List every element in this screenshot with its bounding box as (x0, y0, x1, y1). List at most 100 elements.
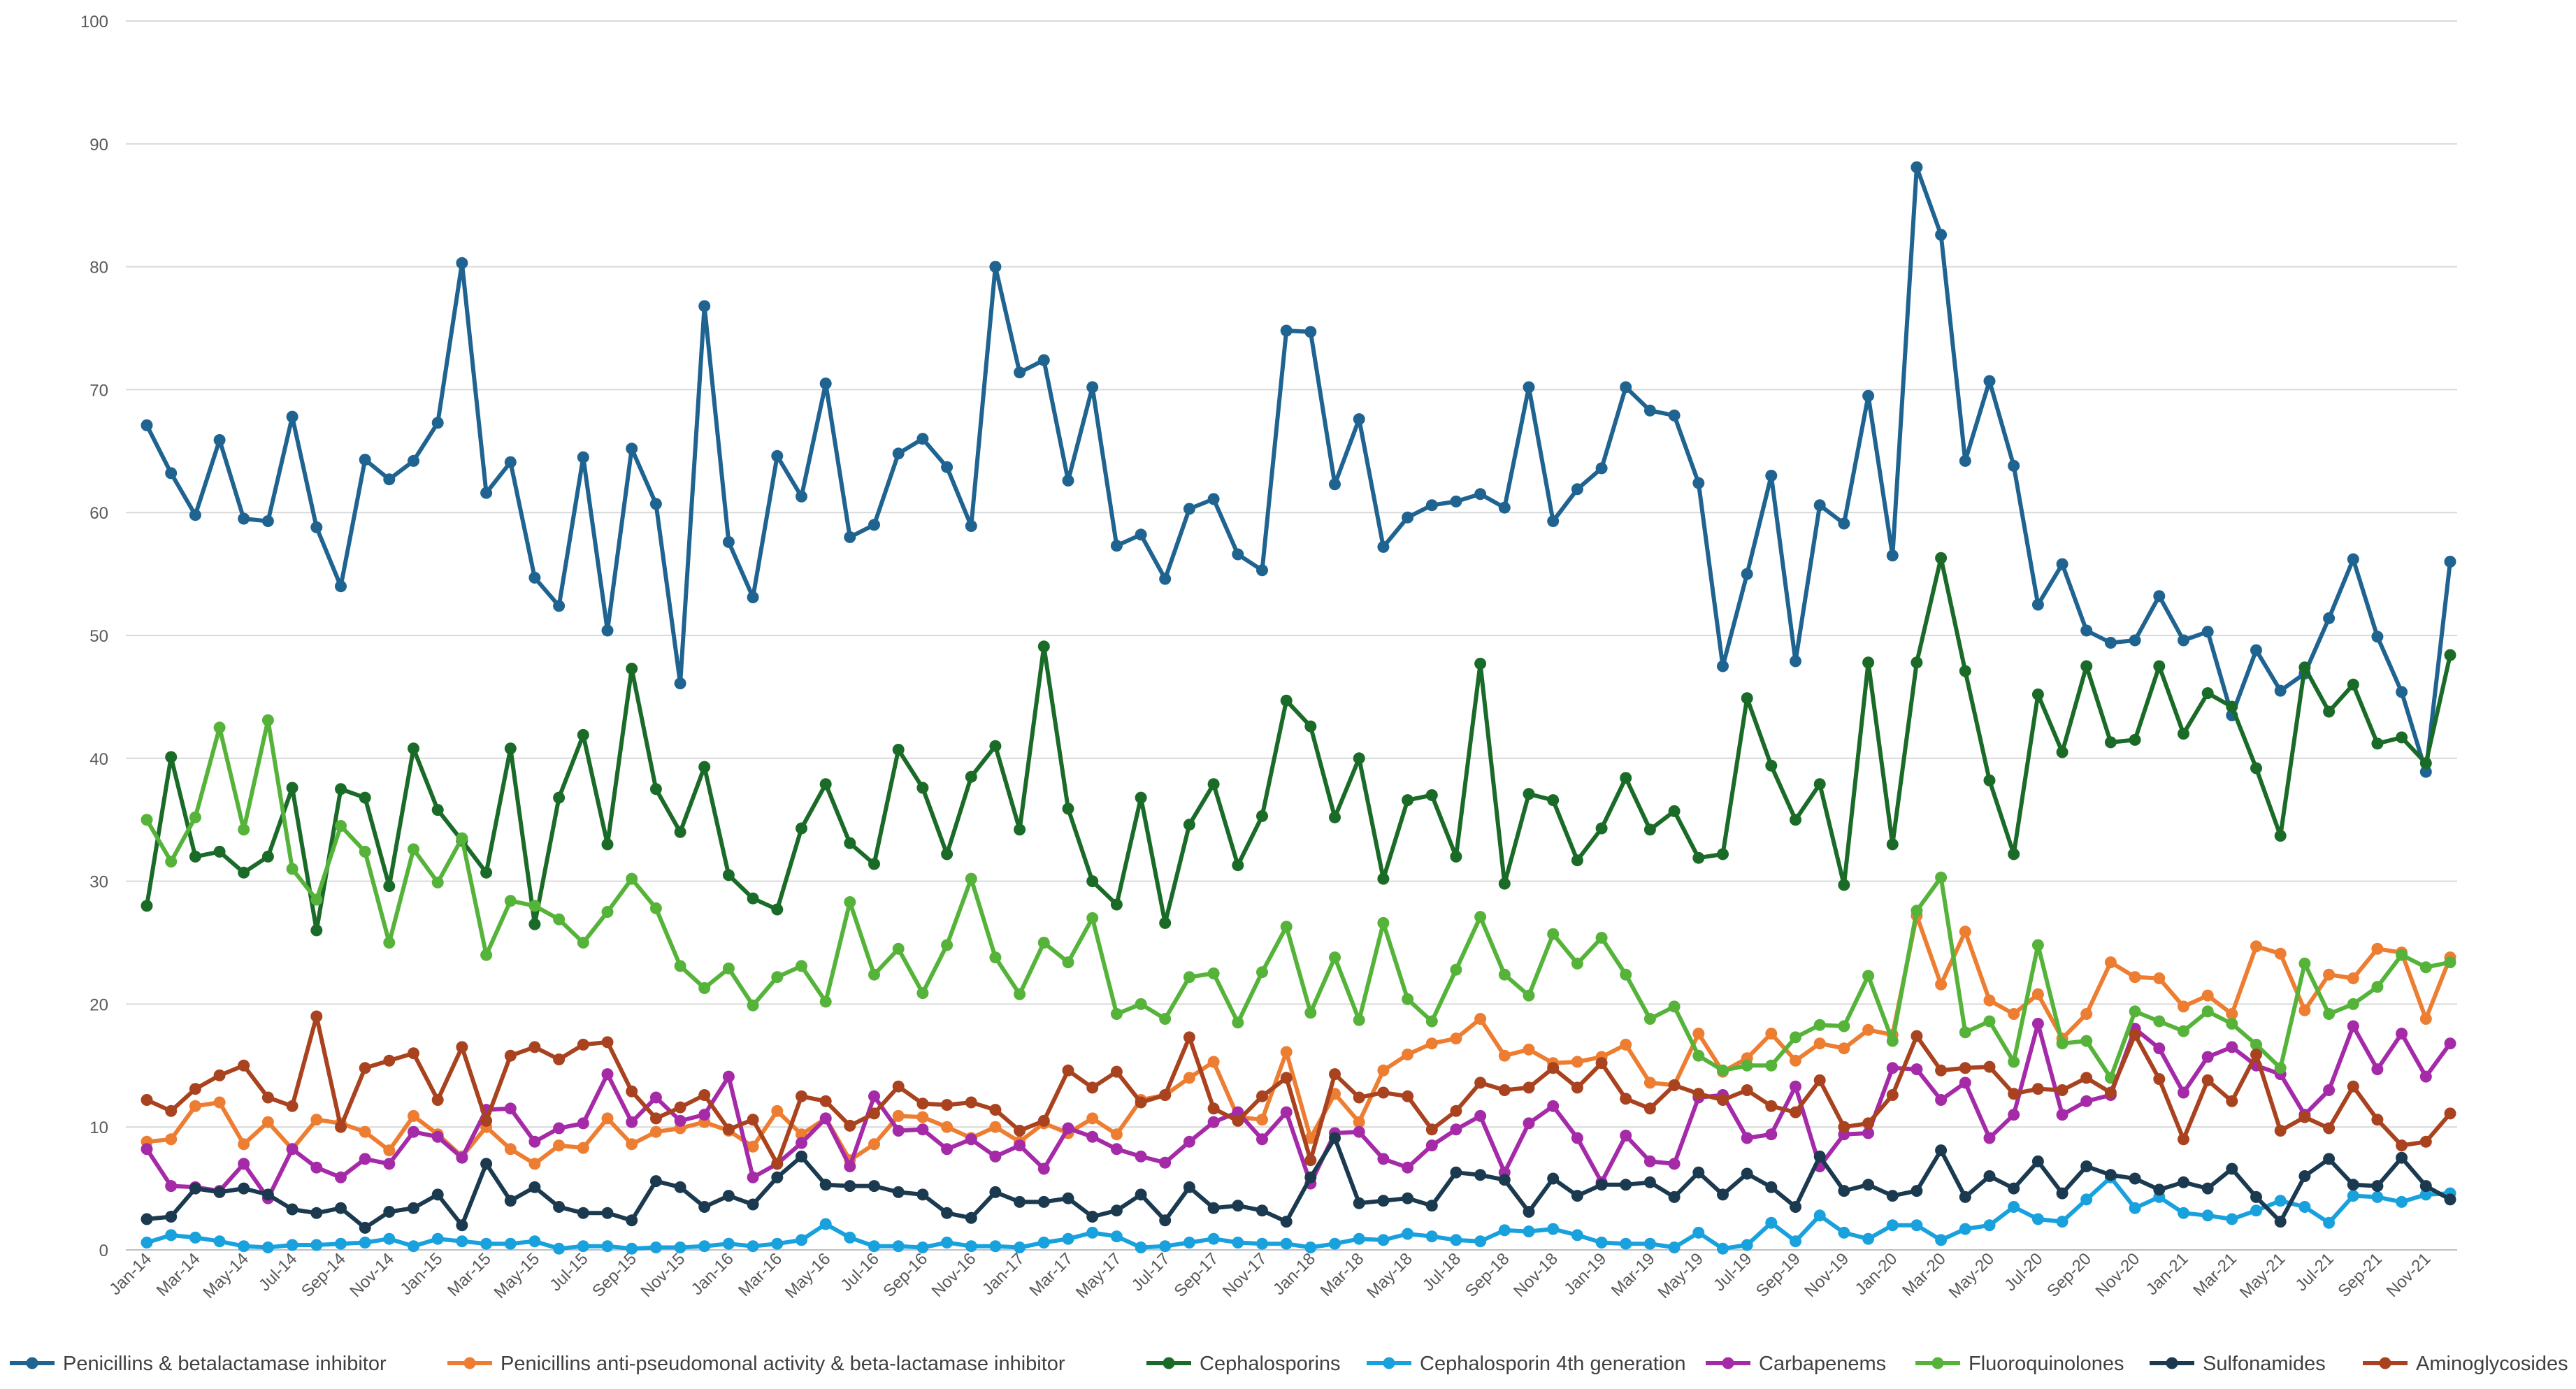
data-point (335, 1237, 347, 1250)
data-point (916, 1111, 929, 1123)
legend-item-7: Aminoglycosides (2363, 1353, 2568, 1375)
data-point (2419, 1135, 2432, 1148)
data-point (504, 1195, 517, 1207)
data-point (1547, 928, 1560, 940)
data-point (1862, 1117, 1875, 1130)
data-point (2008, 1109, 2020, 1121)
data-point (1498, 1049, 1511, 1062)
data-point (1838, 1226, 1850, 1239)
data-point (1110, 1008, 1123, 1020)
legend-item-6: Sulfonamides (2150, 1353, 2326, 1375)
data-point (2444, 1193, 2456, 1206)
data-point (1498, 501, 1511, 514)
data-point (238, 1158, 250, 1170)
data-point (1571, 1056, 1583, 1068)
data-point (480, 487, 493, 499)
data-point (1086, 1112, 1099, 1125)
data-point (1862, 1127, 1875, 1139)
data-point (1425, 1230, 1438, 1243)
data-point (819, 995, 832, 1008)
data-point (2250, 1038, 2262, 1051)
data-point (1474, 1013, 1487, 1025)
legend-label: Penicillins & betalactamase inhibitor (63, 1353, 387, 1375)
data-point (1959, 1190, 1971, 1203)
data-point (868, 968, 880, 981)
data-point (989, 1121, 1002, 1133)
data-point (1304, 1154, 1317, 1167)
data-point (1014, 1195, 1026, 1208)
data-point (310, 924, 323, 937)
data-point (1183, 1072, 1195, 1084)
data-point (2056, 1109, 2068, 1121)
data-point (868, 1090, 880, 1102)
data-point (383, 1158, 396, 1170)
data-point (1620, 1038, 1632, 1051)
data-point (698, 1240, 711, 1253)
data-point (2419, 757, 2432, 770)
data-point (359, 845, 371, 858)
data-point (1790, 655, 1801, 668)
data-point (2226, 1095, 2238, 1107)
data-point (2056, 558, 2068, 570)
data-point (2129, 634, 2141, 647)
data-point (1450, 963, 1462, 976)
data-point (1329, 1132, 1341, 1144)
data-point (649, 1242, 662, 1253)
data-point (2201, 626, 2214, 638)
data-point (722, 1123, 735, 1136)
data-point (2419, 1013, 2432, 1025)
data-point (1086, 1226, 1099, 1239)
data-point (2031, 1155, 2044, 1167)
data-point (383, 1206, 396, 1218)
data-point (844, 1231, 856, 1244)
data-point (1062, 1232, 1074, 1245)
data-point (1062, 956, 1074, 969)
data-point (1207, 1116, 1220, 1128)
data-point (2178, 634, 2189, 647)
data-point (2323, 1216, 2336, 1229)
data-point (2153, 660, 2166, 672)
data-point (1692, 1049, 1705, 1062)
data-point (1450, 1234, 1462, 1246)
data-point (383, 937, 396, 949)
data-point (2201, 989, 2214, 1002)
data-point (238, 1138, 250, 1151)
data-point (2298, 1004, 2311, 1016)
data-point (1377, 1234, 1390, 1246)
data-point (1402, 993, 1414, 1005)
data-point (189, 811, 201, 823)
data-point (1765, 1128, 1778, 1141)
data-point (213, 845, 226, 858)
data-point (1765, 759, 1778, 772)
data-point (213, 1069, 226, 1081)
data-point (286, 1143, 298, 1156)
data-point (1668, 409, 1681, 422)
data-point (1523, 1117, 1535, 1130)
legend-swatch-marker (2166, 1357, 2178, 1369)
data-point (2178, 1000, 2189, 1013)
data-point (892, 744, 905, 756)
data-point (335, 783, 347, 796)
data-point (1425, 499, 1438, 512)
data-point (1037, 1163, 1050, 1175)
data-point (1498, 1224, 1511, 1237)
data-point (2080, 1008, 2093, 1020)
data-point (2396, 1151, 2408, 1164)
legend-label: Sulfonamides (2203, 1353, 2326, 1375)
data-point (1717, 660, 1729, 672)
data-point (1232, 548, 1244, 561)
data-point (1886, 1219, 1899, 1232)
y-tick-label: 0 (99, 1242, 108, 1260)
data-point (504, 1143, 517, 1156)
data-point (238, 866, 250, 879)
data-point (456, 1219, 468, 1232)
data-point (1668, 1242, 1681, 1253)
data-point (2201, 687, 2214, 700)
gridlines (126, 20, 2457, 1128)
data-point (1523, 1043, 1535, 1056)
data-point (1886, 1190, 1899, 1202)
data-point (213, 721, 226, 734)
data-point (747, 1198, 759, 1211)
y-tick-label: 40 (89, 750, 108, 769)
data-point (1959, 1223, 1971, 1235)
